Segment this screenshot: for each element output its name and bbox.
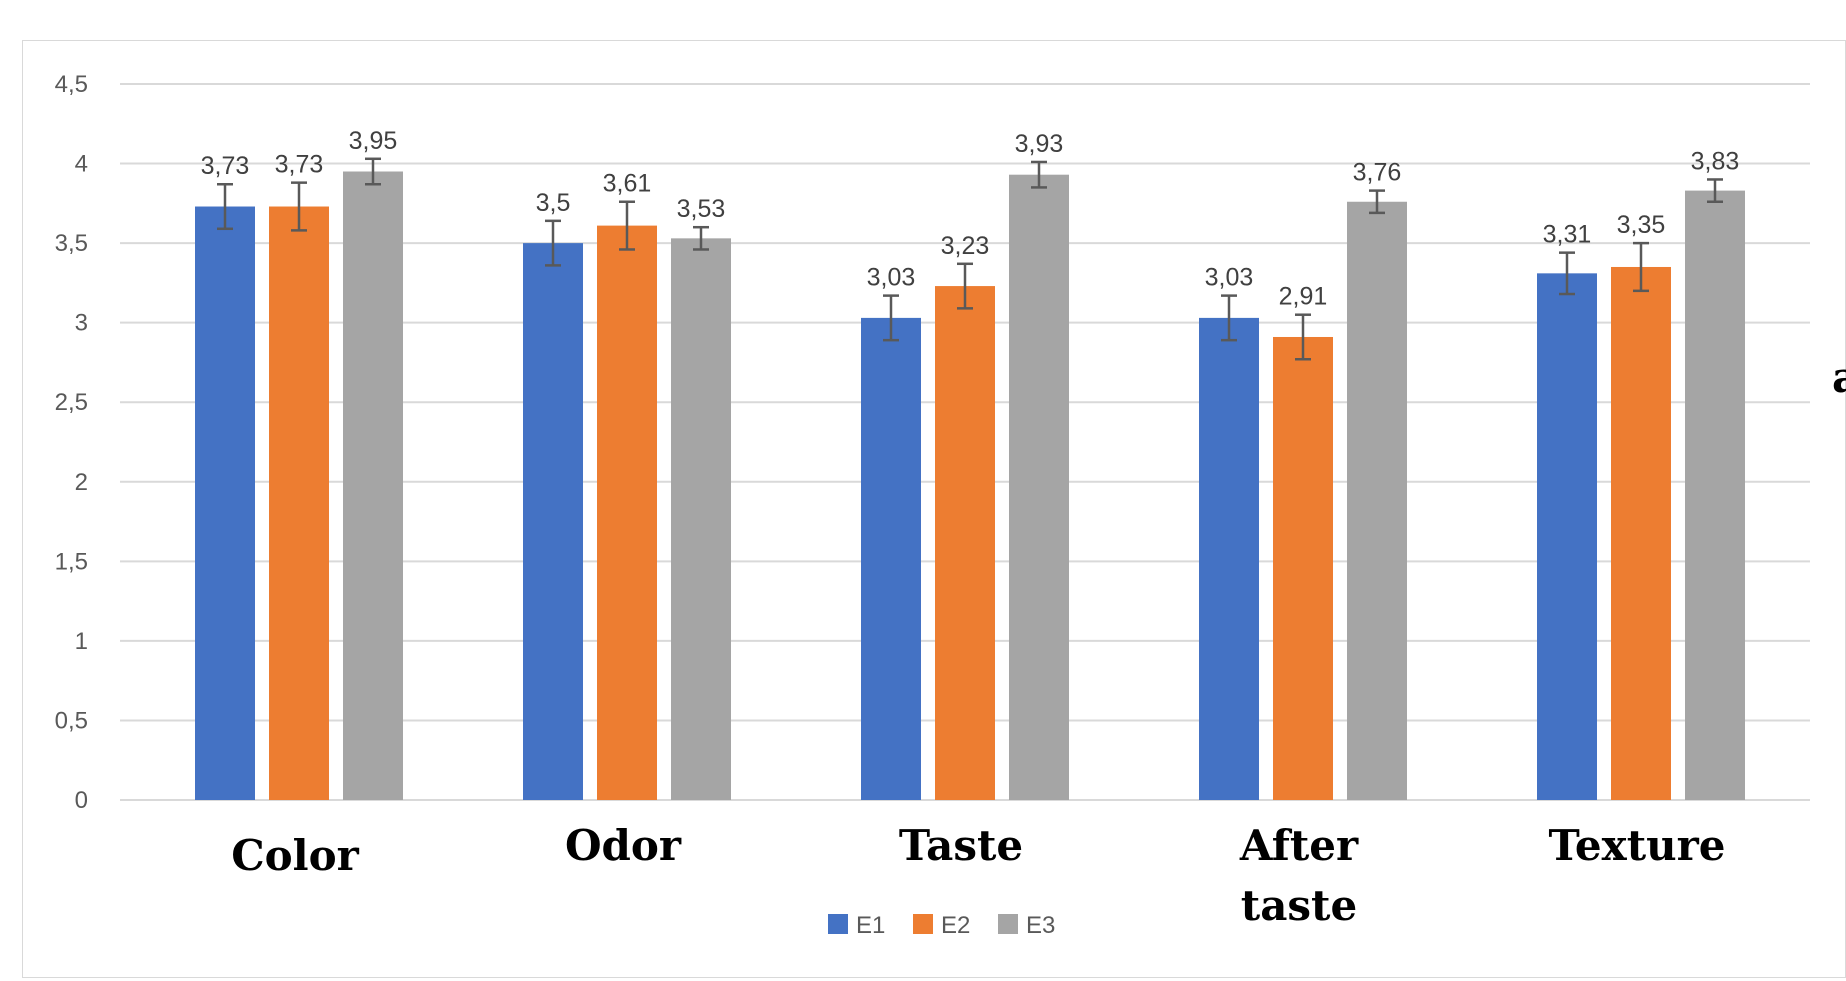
bar-e3 <box>1347 201 1407 801</box>
bar-e2 <box>269 206 329 800</box>
legend-swatch-e2 <box>913 914 933 934</box>
data-label: 3,35 <box>1617 211 1666 239</box>
bar-e1 <box>1199 317 1259 800</box>
bar-e1 <box>195 206 255 800</box>
y-tick-label: 3 <box>75 310 88 337</box>
data-label: 3,93 <box>1015 130 1064 158</box>
legend-label: E3 <box>1026 912 1055 939</box>
y-tick-label: 1 <box>75 628 88 655</box>
y-tick-label: 0,5 <box>55 707 88 734</box>
data-label: 3,61 <box>603 170 652 198</box>
category-label: Color <box>231 831 359 880</box>
bar-e2 <box>1273 336 1333 800</box>
legend: E1 E2 E3 <box>828 912 1055 939</box>
bar-e3 <box>343 171 403 800</box>
bar-e2 <box>1611 266 1671 800</box>
legend-swatch-e3 <box>998 914 1018 934</box>
bar-e1 <box>523 243 583 801</box>
bar-e1 <box>861 317 921 800</box>
data-label: 3,03 <box>867 264 916 292</box>
data-label: 3,5 <box>536 189 571 217</box>
y-axis-ticks: 0 0,5 1 1,5 2 2,5 3 3,5 4 4,5 <box>55 71 88 814</box>
category-label: Taste <box>899 821 1023 870</box>
data-label: 3,83 <box>1691 147 1740 175</box>
bar-e2 <box>597 225 657 800</box>
bar-e1 <box>1537 273 1597 800</box>
clipped-side-text: a <box>1832 353 1846 402</box>
category-label: Odor <box>565 821 682 870</box>
category-labels: Color Odor Taste After taste Texture <box>231 821 1725 930</box>
bar-e3 <box>1685 190 1745 801</box>
y-tick-label: 0 <box>75 787 88 814</box>
y-tick-label: 4,5 <box>55 71 88 98</box>
data-label: 3,73 <box>201 152 250 180</box>
category-label: After <box>1239 821 1359 870</box>
y-tick-label: 2,5 <box>55 389 88 416</box>
bar-e3 <box>1009 174 1069 800</box>
data-label: 3,95 <box>349 127 398 155</box>
data-labels: 3,73 3,73 3,95 3,5 3,61 3,53 3,03 3,23 3,93 3,03 2… <box>201 127 1740 311</box>
data-label: 3,76 <box>1353 159 1402 187</box>
data-label: 3,73 <box>275 151 324 179</box>
bars <box>195 157 1745 801</box>
legend-label: E1 <box>856 912 885 939</box>
y-tick-label: 2 <box>75 469 88 496</box>
y-tick-label: 1,5 <box>55 548 88 575</box>
data-label: 3,31 <box>1543 221 1592 249</box>
legend-swatch-e1 <box>828 914 848 934</box>
y-tick-label: 4 <box>75 151 88 178</box>
data-label: 3,03 <box>1205 264 1254 292</box>
legend-label: E2 <box>941 912 970 939</box>
category-label: taste <box>1241 881 1357 930</box>
bar-e2 <box>935 286 995 800</box>
data-label: 3,53 <box>677 195 726 223</box>
y-tick-label: 3,5 <box>55 230 88 257</box>
bar-e3 <box>671 238 731 801</box>
data-label: 3,23 <box>941 232 990 260</box>
category-label: Texture <box>1549 821 1726 870</box>
data-label: 2,91 <box>1279 283 1328 311</box>
